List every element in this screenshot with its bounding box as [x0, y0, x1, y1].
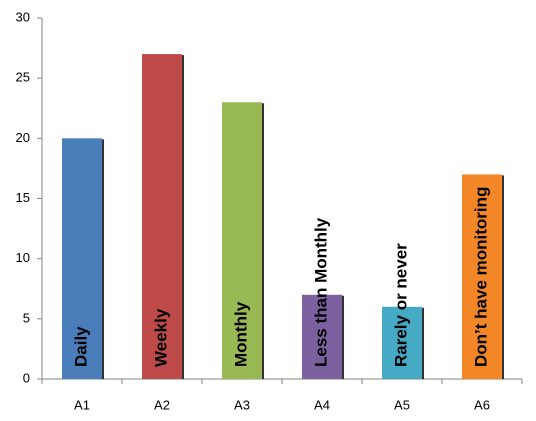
bar-label: Weekly	[151, 308, 170, 367]
bar-label: Monthly	[231, 301, 250, 367]
bar-label: Don’t have monitoring	[471, 187, 490, 367]
x-tick-label: A3	[234, 397, 250, 412]
y-tick-label: 30	[16, 9, 30, 24]
bar	[462, 174, 502, 379]
y-tick-label: 20	[16, 130, 30, 145]
y-tick-label: 15	[16, 190, 30, 205]
y-tick-label: 10	[16, 250, 30, 265]
bar	[62, 138, 102, 379]
bar	[142, 54, 182, 379]
y-tick-label: 0	[23, 370, 30, 385]
x-tick-label: A5	[394, 397, 410, 412]
bar-label: Rarely or never	[391, 243, 410, 367]
x-tick-label: A1	[74, 397, 90, 412]
bar-label: Less than Monthly	[311, 217, 330, 367]
x-tick-label: A2	[154, 397, 170, 412]
y-tick-label: 5	[23, 310, 30, 325]
bar-label: Daily	[71, 326, 90, 367]
y-tick-label: 25	[16, 70, 30, 85]
bar	[222, 102, 262, 379]
x-tick-label: A4	[314, 397, 330, 412]
bar	[302, 294, 342, 379]
bar	[382, 306, 422, 379]
x-tick-label: A6	[474, 397, 490, 412]
